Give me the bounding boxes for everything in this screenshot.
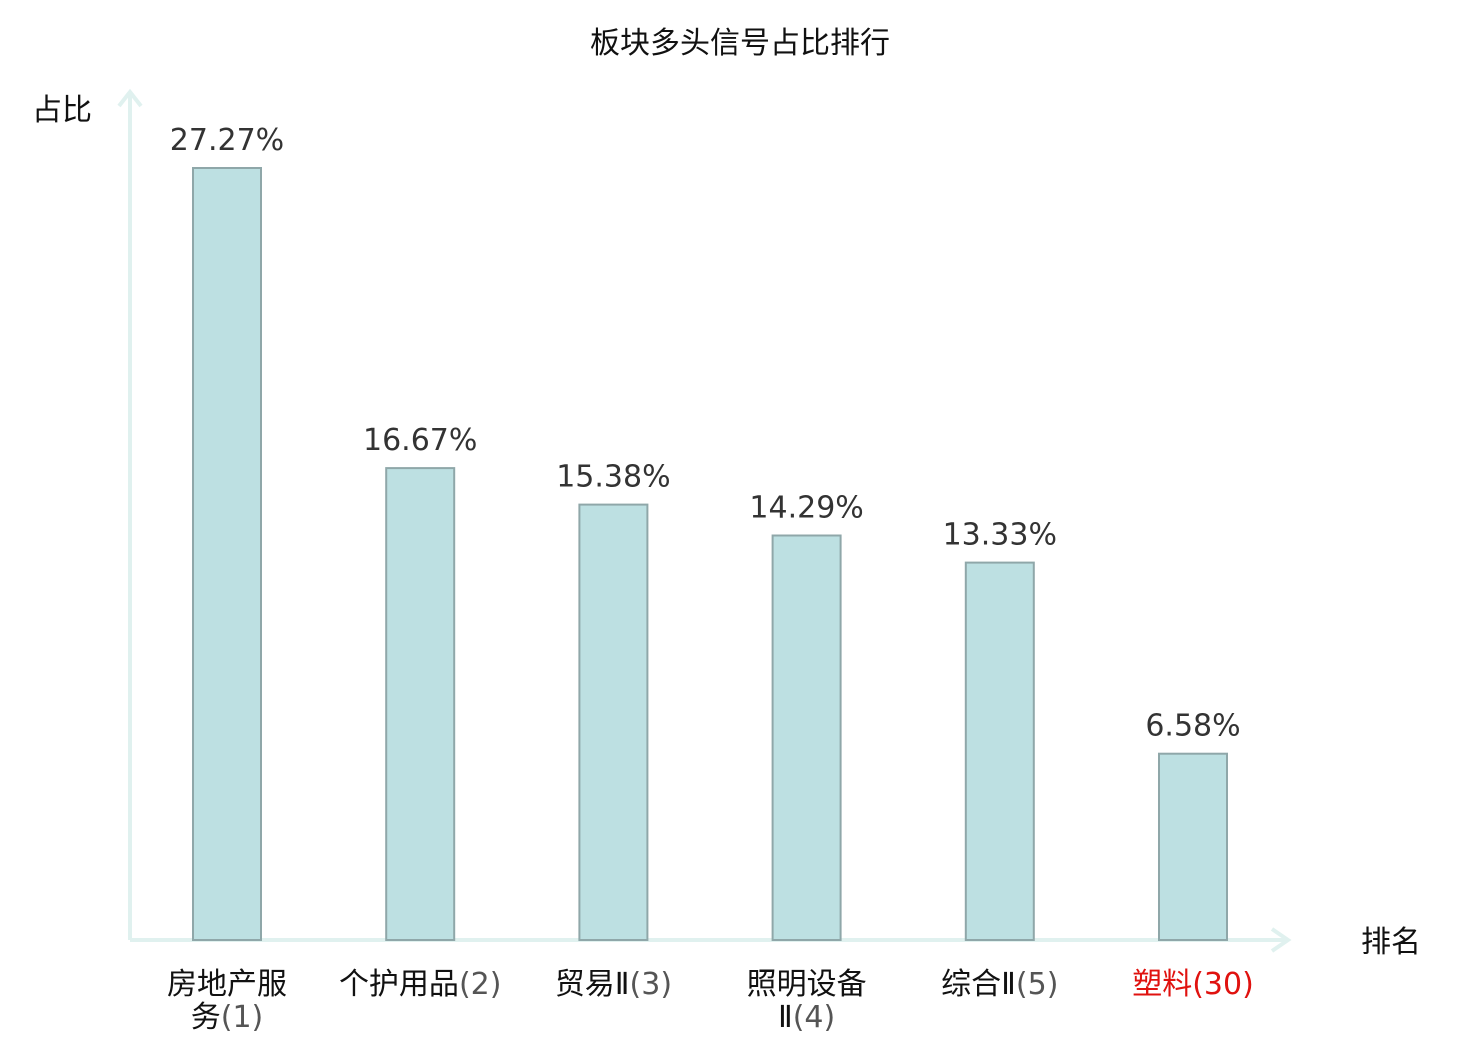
category-label-3: 贸易Ⅱ(3) [555, 967, 672, 1002]
bars-group [192, 167, 1228, 942]
x-axis-arrowhead [1270, 927, 1292, 953]
value-label-4: 14.29% [749, 491, 863, 526]
x-axis [130, 927, 1292, 953]
x-axis-label: 排名 [1361, 925, 1421, 960]
chart-title: 板块多头信号占比排行 [590, 26, 890, 61]
category-label-2: 个护用品(2) [339, 967, 502, 1002]
value-label-5: 13.33% [943, 518, 1057, 553]
bar-6 [1158, 752, 1228, 942]
value-label-6: 6.58% [1145, 709, 1240, 744]
y-axis-arrowhead [117, 88, 143, 108]
y-axis-label: 占比 [32, 93, 92, 128]
bar-4 [771, 534, 842, 941]
category-labels-group: 房地产服务(1) 个护用品(2) 贸易Ⅱ(3) 照明设备 Ⅱ(4) 综合Ⅱ(5) 塑料(30… [167, 967, 1254, 1035]
value-label-1: 27.27% [170, 123, 284, 158]
value-labels-group: 27.27% 16.67% 15.38% 14.29% 13.33% 6.58% [170, 123, 1241, 744]
value-label-2: 16.67% [363, 423, 477, 458]
category-label-5: 综合Ⅱ(5) [941, 967, 1058, 1002]
category-label-4: 照明设备 Ⅱ(4) [747, 967, 867, 1035]
bar-2 [385, 467, 456, 941]
value-label-3: 15.38% [556, 460, 670, 495]
bar-3 [578, 503, 649, 941]
category-label-1: 房地产服务(1) [167, 967, 287, 1035]
bar-1 [192, 167, 262, 941]
bar-5 [964, 561, 1035, 941]
y-axis [117, 88, 143, 940]
category-label-6: 塑料(30) [1132, 967, 1254, 1002]
